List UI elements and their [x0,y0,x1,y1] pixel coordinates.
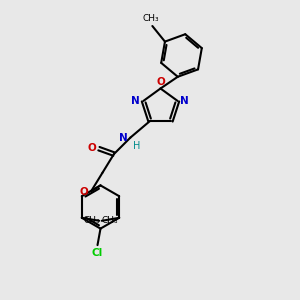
Text: O: O [156,77,165,87]
Text: N: N [180,96,189,106]
Text: CH₃: CH₃ [101,216,118,225]
Text: N: N [131,96,140,106]
Text: O: O [80,187,89,197]
Text: N: N [119,133,128,143]
Text: O: O [88,143,97,153]
Text: CH₃: CH₃ [142,14,159,23]
Text: Cl: Cl [92,248,103,258]
Text: H: H [134,141,141,151]
Text: CH₃: CH₃ [83,216,100,225]
